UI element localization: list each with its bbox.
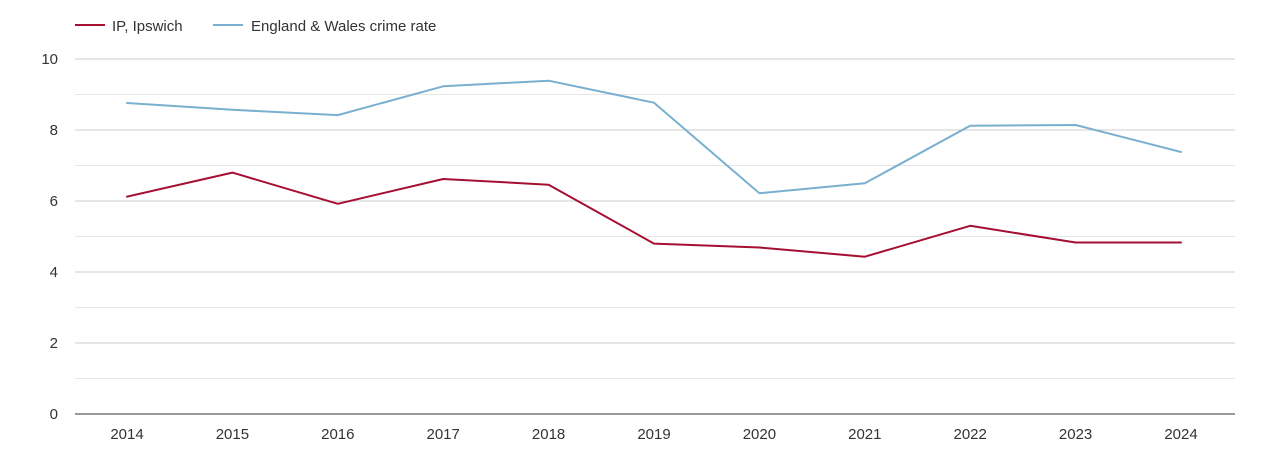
legend-item-england-wales[interactable]: England & Wales crime rate — [213, 18, 436, 35]
legend-label-ipswich: IP, Ipswich — [112, 18, 183, 35]
y-tick-label: 10 — [41, 51, 58, 68]
legend-item-ipswich[interactable]: IP, Ipswich — [75, 18, 183, 35]
series-lines — [126, 79, 1182, 258]
x-tick-label: 2024 — [1164, 426, 1197, 443]
y-tick-label: 0 — [50, 406, 58, 423]
x-axis-ticks: 2014 2015 2016 2017 2018 2019 2020 2021 2022 2023… — [110, 426, 1197, 443]
x-tick-label: 2018 — [532, 426, 565, 443]
grid-lines — [75, 58, 1235, 379]
x-tick-label: 2017 — [427, 426, 460, 443]
x-tick-label: 2016 — [321, 426, 354, 443]
x-tick-label: 2019 — [637, 426, 670, 443]
legend: IP, Ipswich England & Wales crime rate — [75, 18, 436, 35]
y-tick-label: 2 — [50, 335, 58, 352]
series-line-ipswich[interactable] — [126, 171, 1182, 258]
y-tick-label: 4 — [50, 264, 58, 281]
x-tick-label: 2021 — [848, 426, 881, 443]
y-axis-ticks: 0 2 4 6 8 10 — [41, 51, 58, 423]
legend-label-england-wales: England & Wales crime rate — [251, 18, 436, 35]
x-tick-label: 2020 — [743, 426, 776, 443]
x-tick-label: 2022 — [954, 426, 987, 443]
x-tick-label: 2014 — [110, 426, 143, 443]
y-tick-label: 8 — [50, 122, 58, 139]
series-line-england-wales[interactable] — [126, 79, 1182, 195]
x-tick-label: 2015 — [216, 426, 249, 443]
y-tick-label: 6 — [50, 193, 58, 210]
x-tick-label: 2023 — [1059, 426, 1092, 443]
